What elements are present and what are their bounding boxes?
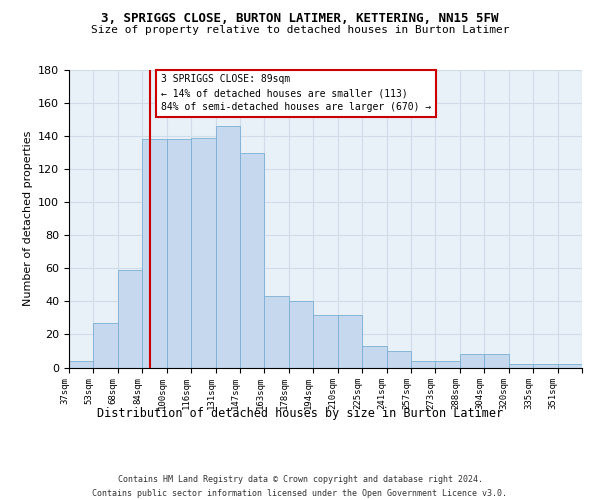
Bar [509, 364, 533, 368]
Bar [484, 354, 509, 368]
Bar [460, 354, 484, 368]
Bar [533, 364, 557, 368]
Bar [411, 361, 436, 368]
Bar [240, 152, 265, 368]
Text: 3, SPRIGGS CLOSE, BURTON LATIMER, KETTERING, NN15 5FW: 3, SPRIGGS CLOSE, BURTON LATIMER, KETTER… [101, 12, 499, 26]
Bar [386, 351, 411, 368]
Bar [142, 140, 167, 368]
Text: Distribution of detached houses by size in Burton Latimer: Distribution of detached houses by size … [97, 408, 503, 420]
Text: Contains HM Land Registry data © Crown copyright and database right 2024.
Contai: Contains HM Land Registry data © Crown c… [92, 476, 508, 498]
Bar [289, 302, 313, 368]
Bar [362, 346, 386, 368]
Bar [265, 296, 289, 368]
Bar [118, 270, 142, 368]
Text: Size of property relative to detached houses in Burton Latimer: Size of property relative to detached ho… [91, 25, 509, 35]
Text: 3 SPRIGGS CLOSE: 89sqm
← 14% of detached houses are smaller (113)
84% of semi-de: 3 SPRIGGS CLOSE: 89sqm ← 14% of detached… [161, 74, 431, 112]
Bar [338, 314, 362, 368]
Bar [167, 140, 191, 368]
Bar [94, 323, 118, 368]
Y-axis label: Number of detached properties: Number of detached properties [23, 131, 32, 306]
Bar [215, 126, 240, 368]
Bar [557, 364, 582, 368]
Bar [313, 314, 338, 368]
Bar [69, 361, 94, 368]
Bar [191, 138, 215, 368]
Bar [436, 361, 460, 368]
